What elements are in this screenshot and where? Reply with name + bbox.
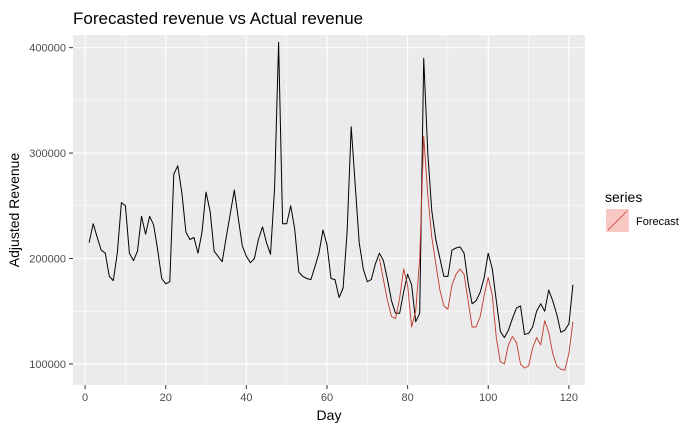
chart-title: Forecasted revenue vs Actual revenue — [73, 9, 363, 28]
plot-panel — [73, 35, 585, 385]
x-tick-label: 40 — [240, 392, 252, 404]
actual-revenue-line — [88, 41, 574, 339]
y-tick-label: 200000 — [29, 253, 66, 265]
series-layer — [88, 41, 574, 371]
x-tick-label: 20 — [160, 392, 172, 404]
legend-key-line — [607, 210, 628, 231]
x-axis: 0 20 40 60 80 100 120 — [82, 385, 578, 404]
legend-label-forecast: Forecast — [636, 216, 679, 228]
x-tick-label: 120 — [560, 392, 578, 404]
x-tick-label: 0 — [82, 392, 88, 404]
y-tick-label: 400000 — [29, 43, 66, 55]
y-axis: 100000 200000 300000 400000 — [29, 43, 73, 371]
legend-title: series — [605, 189, 642, 205]
x-tick-label: 60 — [321, 392, 333, 404]
y-axis-title: Adjusted Revenue — [6, 153, 22, 268]
x-tick-label: 80 — [401, 392, 413, 404]
x-axis-title: Day — [317, 407, 342, 423]
y-tick-label: 100000 — [29, 359, 66, 371]
forecast-line — [378, 135, 574, 371]
legend: series Forecast — [605, 189, 679, 232]
x-tick-label: 100 — [479, 392, 497, 404]
y-tick-label: 300000 — [29, 148, 66, 160]
